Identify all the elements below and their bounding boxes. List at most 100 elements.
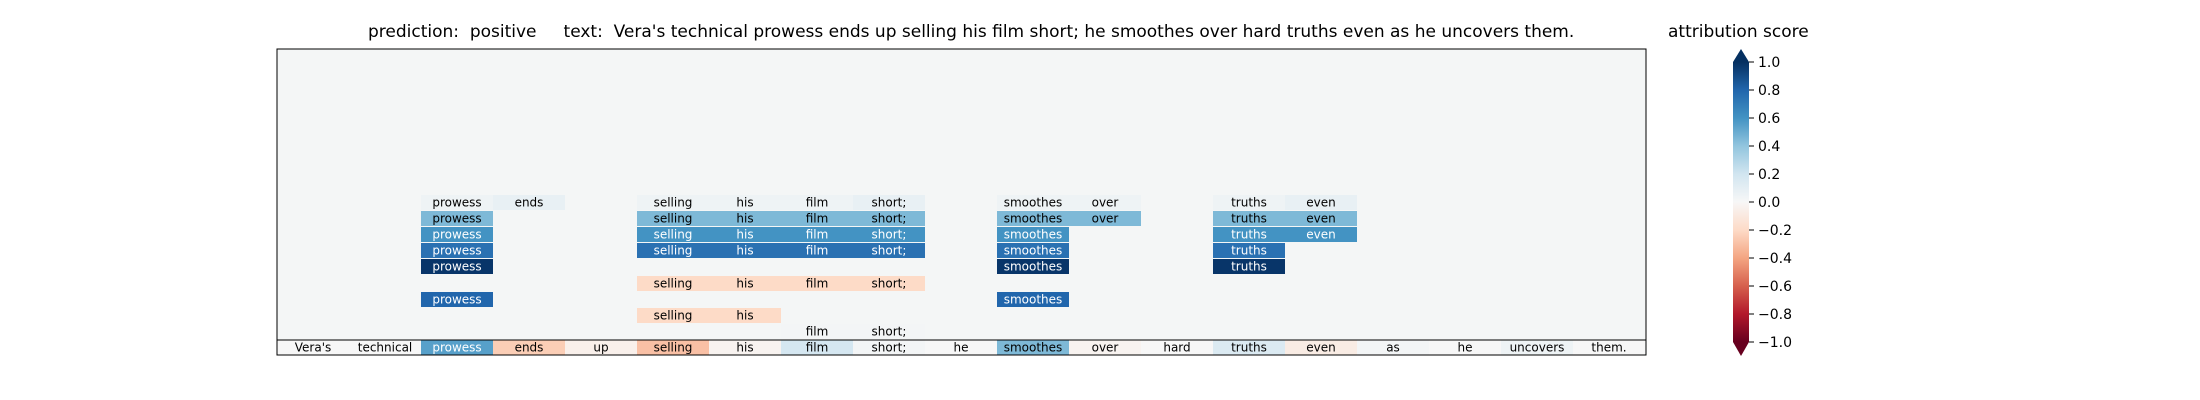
heatmap-cell [637,308,709,323]
heatmap-cell [853,324,925,339]
token-label: over [1092,212,1119,226]
heatmap-cells: prowess ends selling his film short; smoothes o… [277,195,1645,355]
token-label: smoothes [1004,196,1063,210]
heatmap-cell [781,211,853,226]
token-label: prowess [432,260,481,274]
token-label: film [806,325,829,339]
colorbar-tick-label: 0.6 [1758,111,1780,127]
heatmap-cell [997,259,1069,274]
token-label: he [1458,341,1473,355]
heatmap-cell [421,243,493,258]
colorbar: 1.0 0.8 0.6 0.4 0.2 0.0 −0.2 −0.4 −0.6 −0.8 −1.0 [1733,49,1792,356]
heatmap-cell [421,259,493,274]
token-label: smoothes [1004,341,1063,355]
heatmap-cell [637,340,709,355]
heatmap-cell [853,243,925,258]
heatmap-cell [1213,195,1285,210]
colorbar-bottom-extension [1733,342,1749,356]
token-label: even [1306,212,1335,226]
colorbar-tick-label: 0.2 [1758,167,1780,183]
token-label: over [1092,196,1119,210]
colorbar-tick-label: 0.8 [1758,83,1780,99]
heatmap-cell [853,340,925,355]
heatmap-cell [997,340,1069,355]
token-label: prowess [432,196,481,210]
chart-title: prediction: positive text: Vera's techni… [368,22,1575,42]
token-label: his [736,244,753,258]
token-label: them. [1591,341,1626,355]
heatmap-cell [277,340,349,355]
heatmap-cell [1141,340,1213,355]
token-label: prowess [432,341,481,355]
heatmap-cell [637,227,709,242]
heatmap-cell [637,276,709,291]
colorbar-ticks: 1.0 0.8 0.6 0.4 0.2 0.0 −0.2 −0.4 −0.6 −0.8 −1.0 [1749,55,1792,351]
token-label: short; [872,196,907,210]
colorbar-tick-label: 0.0 [1758,195,1780,211]
token-label: selling [654,341,693,355]
token-label: truths [1231,260,1267,274]
colorbar-title: attribution score [1668,22,1809,42]
heatmap-cell [709,195,781,210]
heatmap-cell [997,243,1069,258]
colorbar-bar [1733,62,1749,342]
heatmap-cell [1213,340,1285,355]
token-label: short; [872,277,907,291]
heatmap-cell [1357,340,1429,355]
colorbar-tick-label: −1.0 [1758,335,1792,351]
heatmap-cell [637,243,709,258]
heatmap-cell [1285,211,1357,226]
heatmap-cell [709,243,781,258]
heatmap-cell [1285,227,1357,242]
colorbar-tick-label: −0.2 [1758,223,1792,239]
heatmap-cell [349,340,421,355]
token-label: his [736,196,753,210]
heatmap-cell [1285,195,1357,210]
heatmap-cell [997,227,1069,242]
token-label: film [806,228,829,242]
token-label: prowess [432,293,481,307]
heatmap-cell [781,276,853,291]
token-label: truths [1231,212,1267,226]
token-label: uncovers [1510,341,1565,355]
heatmap-cell [565,340,637,355]
token-label: short; [872,244,907,258]
heatmap-cell [1213,211,1285,226]
token-label: short; [872,212,907,226]
colorbar-tick-label: 1.0 [1758,55,1780,71]
heatmap-cell [853,195,925,210]
token-label: smoothes [1004,260,1063,274]
token-label: selling [654,309,693,323]
token-label: selling [654,277,693,291]
heatmap-cell [781,340,853,355]
heatmap-cell [709,227,781,242]
heatmap-cell [1069,211,1141,226]
heatmap-cell [781,324,853,339]
token-label: even [1306,341,1335,355]
colorbar-tick-label: −0.4 [1758,251,1792,267]
heatmap-cell [709,211,781,226]
token-label: his [736,277,753,291]
heatmap-cell [853,211,925,226]
token-label: prowess [432,212,481,226]
token-label: smoothes [1004,212,1063,226]
token-label: his [736,341,753,355]
token-label: even [1306,228,1335,242]
token-label: short; [872,228,907,242]
heatmap-cell [1429,340,1501,355]
token-label: ends [515,341,544,355]
token-label: selling [654,244,693,258]
colorbar-tick-label: −0.8 [1758,307,1792,323]
heatmap-cell [421,211,493,226]
heatmap-cell [709,308,781,323]
token-label: his [736,228,753,242]
token-label: film [806,212,829,226]
plot-frame [276,48,1647,356]
token-label: truths [1231,196,1267,210]
token-label: truths [1231,228,1267,242]
heatmap-cell [1213,227,1285,242]
token-label: Vera's [295,341,332,355]
token-label: over [1092,341,1119,355]
token-label: ends [515,196,544,210]
